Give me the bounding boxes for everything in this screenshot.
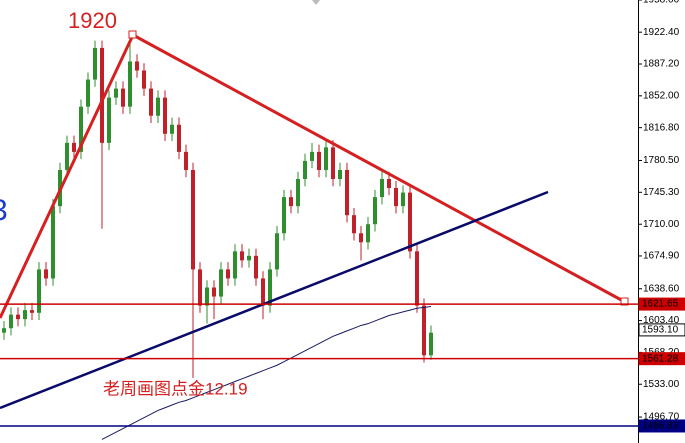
- candle-body: [359, 233, 363, 243]
- candle-body: [317, 151, 321, 170]
- candle-body: [401, 192, 405, 207]
- annotation: 3: [0, 194, 8, 227]
- candle-body: [394, 188, 398, 207]
- candle-body: [422, 305, 426, 356]
- candle-body: [191, 169, 195, 270]
- candle-body: [415, 251, 419, 306]
- candle-body: [380, 179, 384, 198]
- candle-body: [44, 269, 48, 279]
- candle-body: [51, 206, 55, 279]
- candle-body: [107, 97, 111, 143]
- trend-handle: [620, 297, 629, 306]
- y-tick-label: 1780.50: [643, 155, 680, 166]
- candle-body: [23, 310, 27, 320]
- candle-body: [429, 332, 433, 356]
- y-tick-label: 1638.60: [643, 283, 680, 294]
- annotation: 1920: [68, 8, 117, 33]
- candle-body: [65, 142, 69, 170]
- candle-body: [205, 287, 209, 306]
- price-tag-label: 1486.83: [642, 421, 679, 432]
- candle-body: [338, 169, 342, 180]
- candle-body: [345, 169, 349, 216]
- candle-body: [226, 269, 230, 279]
- candle-body: [296, 179, 300, 207]
- candle-body: [16, 314, 20, 320]
- moving-average: [101, 305, 432, 440]
- candle-body: [184, 151, 188, 170]
- y-tick-label: 1958.00: [643, 0, 680, 6]
- candle-body: [177, 124, 181, 152]
- y-tick-label: 1496.70: [643, 412, 680, 423]
- candle-body: [37, 269, 41, 313]
- candle-body: [282, 197, 286, 234]
- candle-body: [254, 255, 258, 279]
- candle-body: [30, 310, 34, 313]
- candle-body: [156, 97, 160, 116]
- candle-body: [387, 179, 391, 189]
- price-tag-label: 1593.10: [642, 325, 679, 336]
- y-tick-label: 1533.00: [643, 379, 680, 390]
- candle-body: [331, 147, 335, 180]
- price-tag: [638, 297, 685, 311]
- candle-body: [86, 79, 90, 107]
- trend-line: [0, 34, 135, 319]
- candle-body: [408, 192, 412, 252]
- trend-handle: [128, 30, 137, 39]
- period-marker: [312, 0, 320, 5]
- candle-body: [114, 88, 118, 98]
- candle-body: [93, 47, 97, 80]
- price-tag-label: 1561.28: [642, 353, 679, 364]
- candle-body: [240, 251, 244, 261]
- candle-body: [268, 269, 272, 306]
- y-tick-label: 1745.30: [643, 187, 680, 198]
- candle-body: [142, 70, 146, 89]
- candle-body: [9, 314, 13, 329]
- candle-body: [100, 47, 104, 143]
- candle-body: [324, 147, 328, 170]
- y-tick-label: 1603.40: [643, 315, 680, 326]
- candle-body: [2, 328, 6, 333]
- trend-line: [132, 33, 626, 304]
- candle-body: [303, 160, 307, 180]
- y-tick-label: 1816.80: [643, 122, 680, 133]
- candle-body: [149, 88, 153, 116]
- candle-body: [366, 224, 370, 243]
- candle-body: [352, 215, 356, 234]
- trend-line: [0, 190, 549, 410]
- y-tick-label: 1710.00: [643, 219, 680, 230]
- candle-body: [233, 251, 237, 279]
- candle-body: [198, 269, 202, 306]
- price-tag: [638, 419, 685, 433]
- y-tick-label: 1922.40: [643, 27, 680, 38]
- candle-body: [121, 88, 125, 107]
- price-tag-label: 1621.65: [642, 299, 679, 310]
- candle-body: [163, 97, 167, 134]
- price-tag: [638, 323, 685, 337]
- candle-body: [128, 61, 132, 107]
- annotation: 老周画图点金12.19: [103, 379, 248, 398]
- candle-body: [72, 142, 76, 152]
- candle-body: [310, 151, 314, 161]
- candle-body: [275, 233, 279, 270]
- candle-body: [212, 287, 216, 297]
- candle-body: [170, 124, 174, 134]
- candle-body: [289, 197, 293, 207]
- candle-body: [79, 106, 83, 152]
- price-tag: [638, 352, 685, 366]
- candle-body: [247, 255, 251, 261]
- candle-body: [135, 61, 139, 71]
- candle-body: [261, 278, 265, 306]
- y-tick-label: 1852.00: [643, 90, 680, 101]
- y-tick-label: 1887.20: [643, 59, 680, 70]
- y-tick-label: 1674.90: [643, 251, 680, 262]
- candle-body: [373, 197, 377, 225]
- candle-body: [219, 269, 223, 297]
